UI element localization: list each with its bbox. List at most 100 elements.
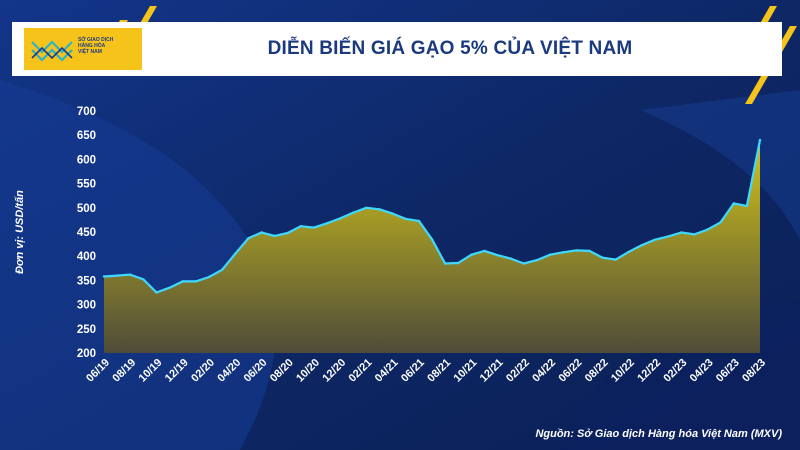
data-point — [640, 243, 644, 247]
x-tick-label: 08/22 — [583, 357, 611, 385]
data-point — [155, 291, 158, 294]
data-point — [129, 273, 132, 276]
x-tick-label: 02/20 — [189, 357, 217, 385]
data-point — [234, 252, 237, 255]
data-point — [470, 253, 473, 256]
data-point — [260, 231, 263, 234]
x-tick-label: 08/20 — [268, 357, 296, 385]
data-point — [102, 275, 106, 278]
data-point — [299, 225, 302, 228]
y-tick-label: 550 — [77, 179, 96, 191]
y-tick-label: 500 — [77, 203, 96, 215]
data-point — [601, 256, 604, 259]
y-tick-label: 600 — [77, 154, 96, 166]
x-tick-label: 12/20 — [320, 357, 348, 385]
x-tick-label: 06/22 — [556, 357, 584, 385]
x-tick-label: 08/23 — [740, 357, 768, 385]
data-point — [496, 254, 499, 257]
x-tick-label: 10/21 — [452, 357, 480, 385]
y-tick-label: 350 — [77, 275, 96, 287]
x-axis: 06/1908/1910/1912/1902/2004/2006/2008/20… — [84, 357, 768, 385]
x-tick-label: 04/21 — [373, 357, 401, 385]
logo-icon — [24, 28, 142, 70]
x-tick-label: 10/22 — [609, 357, 637, 385]
data-point — [115, 274, 119, 277]
x-tick-label: 10/19 — [137, 357, 165, 385]
y-tick-label: 400 — [77, 251, 96, 263]
data-point — [417, 219, 421, 223]
data-point — [693, 233, 696, 236]
x-tick-label: 04/23 — [688, 357, 716, 385]
area-fill — [104, 140, 760, 353]
x-tick-label: 04/22 — [530, 357, 558, 385]
data-point — [535, 258, 539, 262]
data-point — [575, 249, 578, 252]
data-point — [562, 251, 565, 254]
logo-line: VIỆT NAM — [78, 49, 102, 55]
x-tick-label: 06/21 — [399, 357, 427, 385]
data-point — [339, 217, 342, 220]
data-point — [758, 138, 762, 142]
x-tick-label: 02/23 — [661, 357, 689, 385]
x-tick-label: 02/21 — [347, 357, 375, 385]
y-tick-label: 200 — [77, 348, 96, 360]
data-point — [247, 237, 250, 240]
y-tick-label: 650 — [77, 130, 96, 142]
data-point — [667, 235, 670, 238]
data-point — [194, 280, 197, 283]
data-point — [142, 278, 145, 281]
x-tick-label: 08/21 — [425, 357, 453, 385]
x-tick-label: 06/20 — [242, 357, 270, 385]
data-point — [325, 222, 329, 225]
data-point — [404, 217, 407, 221]
data-point — [457, 261, 460, 265]
x-tick-label: 02/22 — [504, 357, 532, 385]
x-tick-label: 12/21 — [478, 357, 506, 385]
data-point — [588, 249, 591, 253]
data-point — [548, 253, 552, 256]
data-point — [168, 286, 171, 289]
y-tick-label: 300 — [77, 300, 96, 312]
data-point — [365, 206, 368, 209]
data-point — [706, 228, 709, 231]
data-point — [509, 257, 512, 260]
data-point — [745, 204, 749, 208]
y-tick-label: 250 — [77, 324, 96, 336]
data-point — [680, 231, 683, 234]
data-point — [391, 212, 394, 215]
x-tick-label: 08/19 — [110, 357, 138, 385]
x-tick-label: 06/19 — [84, 357, 112, 385]
data-points — [102, 138, 762, 294]
data-point — [614, 258, 617, 261]
data-point — [719, 221, 722, 224]
data-point — [483, 249, 486, 253]
data-point — [732, 202, 735, 205]
logo-text: SỞ GIAO DỊCH HÀNG HÓA VIỆT NAM — [78, 37, 138, 55]
logo-line: SỞ GIAO DỊCH — [78, 37, 114, 43]
data-point — [207, 275, 211, 279]
data-point — [286, 231, 289, 235]
logo-line: HÀNG HÓA — [78, 43, 106, 49]
data-point — [352, 211, 355, 214]
data-point — [627, 250, 630, 253]
y-axis: 200 250 300 350 400 450 500 550 600 650 700 — [77, 106, 96, 360]
data-point — [181, 280, 184, 283]
x-tick-label: 04/20 — [215, 357, 243, 385]
data-point — [378, 208, 381, 211]
x-tick-label: 12/22 — [635, 357, 663, 385]
data-point — [653, 238, 657, 241]
x-tick-label: 12/19 — [163, 357, 191, 385]
chart-title: DIỄN BIẾN GIÁ GẠO 5% CỦA VIỆT NAM — [267, 38, 633, 59]
data-point — [312, 226, 316, 229]
data-point — [220, 268, 224, 271]
y-tick-label: 700 — [77, 106, 96, 118]
y-tick-label: 450 — [77, 227, 96, 239]
source-note: Nguồn: Sở Giao dịch Hàng hóa Việt Nam (M… — [535, 428, 782, 440]
data-point — [522, 262, 525, 265]
data-point — [443, 262, 447, 265]
x-tick-label: 10/20 — [294, 357, 322, 385]
data-point — [430, 238, 434, 241]
x-tick-label: 06/23 — [714, 357, 742, 385]
data-point — [273, 234, 276, 238]
